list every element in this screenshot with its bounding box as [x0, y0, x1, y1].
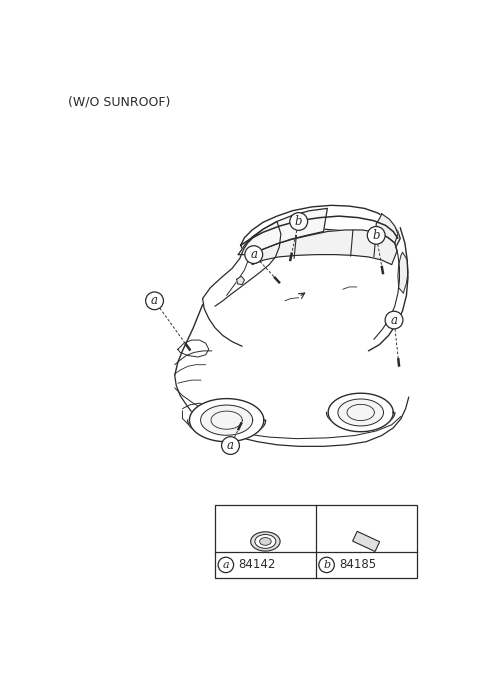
Text: a: a: [391, 313, 397, 327]
Text: b: b: [323, 560, 330, 570]
Polygon shape: [328, 393, 393, 432]
Polygon shape: [237, 276, 244, 285]
Ellipse shape: [255, 534, 276, 549]
Polygon shape: [252, 230, 397, 264]
Text: a: a: [223, 560, 229, 570]
Text: b: b: [372, 229, 380, 242]
Circle shape: [218, 557, 234, 573]
Text: a: a: [250, 248, 257, 261]
Text: (W/O SUNROOF): (W/O SUNROOF): [68, 95, 170, 108]
Circle shape: [222, 437, 240, 454]
Ellipse shape: [260, 538, 271, 545]
Circle shape: [319, 557, 335, 573]
Text: a: a: [227, 439, 234, 452]
Polygon shape: [376, 214, 398, 243]
Text: b: b: [295, 215, 302, 228]
Polygon shape: [201, 405, 252, 435]
Polygon shape: [338, 399, 384, 426]
Polygon shape: [353, 532, 380, 551]
Polygon shape: [238, 208, 327, 255]
Text: 84142: 84142: [238, 559, 276, 572]
Circle shape: [290, 213, 308, 231]
Bar: [215, 505, 417, 578]
Ellipse shape: [251, 532, 280, 551]
Polygon shape: [240, 205, 400, 250]
Circle shape: [245, 245, 263, 264]
Text: 84185: 84185: [339, 559, 376, 572]
Polygon shape: [398, 252, 408, 293]
Polygon shape: [190, 399, 264, 441]
Circle shape: [145, 292, 164, 310]
Text: a: a: [151, 294, 158, 307]
Circle shape: [367, 226, 385, 244]
Circle shape: [385, 311, 403, 329]
